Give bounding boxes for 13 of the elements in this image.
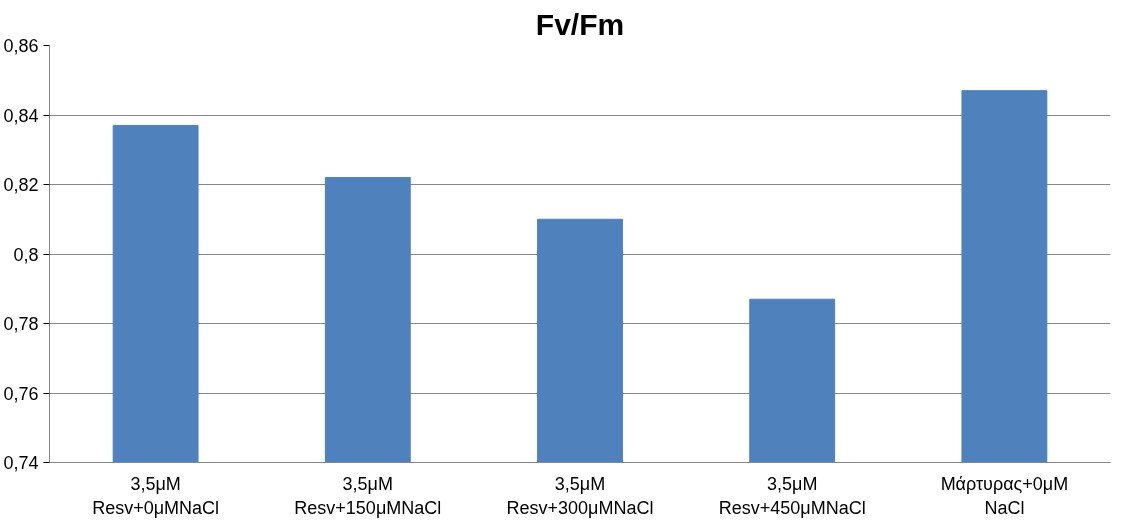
chart-title: Fv/Fm: [535, 7, 625, 41]
x-tick-label: 3,5μM Resv+300μMNaCl: [506, 473, 654, 518]
y-tick-label: 0,82: [3, 175, 39, 195]
y-tick-label: 0,78: [3, 314, 39, 334]
x-tick-label: 3,5μM Resv+450μMNaCl: [718, 473, 866, 518]
y-tick-label: 0,84: [3, 105, 39, 126]
y-tick-label: 0,74: [3, 453, 39, 473]
y-tick-label: 0,8: [13, 244, 39, 265]
x-tick-label: Μάρτυρας+0μM NaCl: [940, 473, 1069, 518]
x-tick-label: 3,5μM Resv+150μMNaCl: [294, 473, 442, 518]
y-tick-label: 0,86: [3, 36, 39, 56]
x-tick-label: 3,5μM Resv+0μMNaCl: [92, 473, 220, 518]
y-tick-label: 0,76: [3, 383, 39, 404]
